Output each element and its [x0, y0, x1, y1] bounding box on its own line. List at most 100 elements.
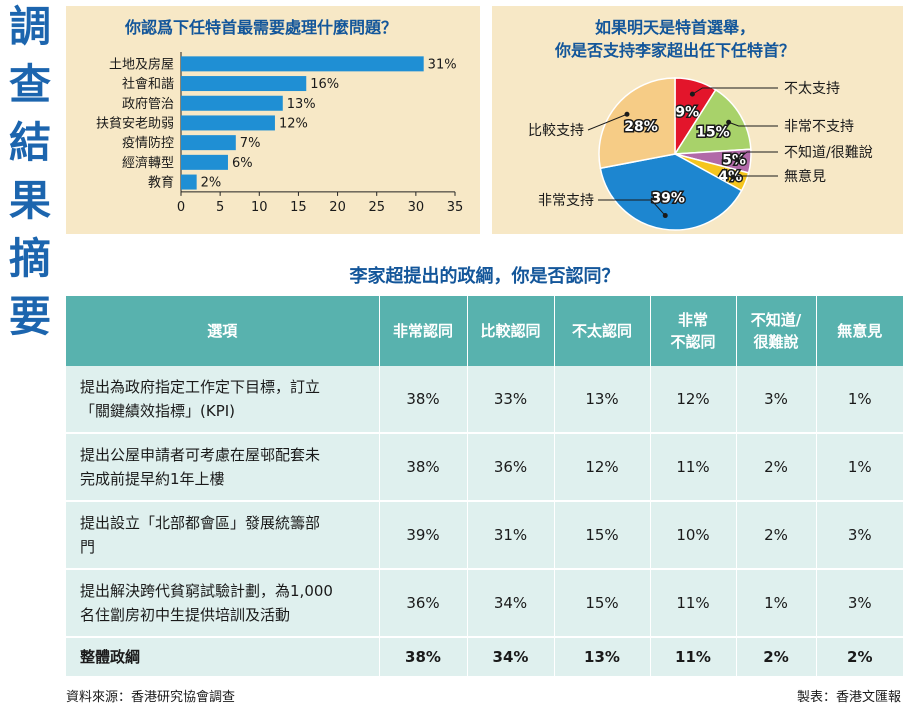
policy-item-cell: 提出為政府指定工作定下目標，訂立 「關鍵績效指標」(KPI) — [66, 366, 380, 434]
bar-category-label: 社會和諧 — [122, 76, 174, 92]
percent-cell: 10% — [650, 501, 737, 570]
pie-value-label: 39% — [651, 191, 685, 207]
bar-tick-label: 5 — [216, 200, 224, 215]
bar-tick-label: 10 — [251, 200, 268, 215]
bar — [181, 95, 283, 111]
percent-cell: 12% — [650, 366, 737, 434]
bar-chart-title: 你認爲下任特首最需要處理什麼問題？ — [124, 18, 397, 37]
bar-category-label: 政府管治 — [122, 97, 174, 112]
header-strongly-disagree-line: 不認同 — [670, 333, 716, 351]
percent-cell: 11% — [650, 433, 737, 502]
percent-cell: 3% — [736, 366, 817, 434]
total-percent-cell: 34% — [467, 637, 555, 676]
bar — [181, 174, 197, 190]
percent-cell: 38% — [379, 433, 468, 502]
percent-cell: 15% — [554, 501, 651, 570]
pie-slice — [673, 88, 752, 155]
header-dont-know-line: 很難說 — [753, 333, 799, 351]
bar-tick-label: 0 — [177, 200, 185, 215]
header-somewhat-agree: 比較認同 — [467, 296, 555, 366]
bar — [181, 76, 307, 92]
bar — [181, 135, 236, 151]
pie-chart-title-line-1: 如果明天是特首選舉， — [595, 18, 755, 37]
policy-item-line: 「關鍵績效指標」(KPI) — [80, 402, 236, 420]
percent-cell: 34% — [467, 569, 555, 638]
pie-value-label: 15% — [696, 125, 730, 141]
percent-cell: 12% — [554, 433, 651, 502]
source-note: 資料來源：香港研究協會調查 — [66, 690, 236, 705]
percent-cell: 2% — [736, 501, 817, 570]
pie-leader-line — [587, 113, 628, 131]
percent-cell: 1% — [816, 433, 903, 502]
percent-cell: 39% — [379, 501, 468, 570]
header-somewhat-disagree: 不太認同 — [554, 296, 651, 366]
pie-leader-dot — [624, 111, 630, 117]
percent-cell: 38% — [379, 366, 468, 434]
bar-value-label: 12% — [279, 116, 308, 131]
table-row: 提出解決跨代貧窮試驗計劃，為1,000 名住劏房初中生提供培訓及活動 36% 34% 1… — [66, 569, 903, 638]
side-title-char: 調 — [8, 2, 51, 51]
pie-category-label: 比較支持 — [528, 123, 584, 139]
bar-category-label: 扶貧安老助弱 — [96, 116, 174, 131]
pie-chart-panel: 如果明天是特首選舉， 你是否支持李家超出任下任特首？ 9% 不太支持 15% 非常不支… — [492, 6, 903, 234]
bar-tick-label: 35 — [447, 200, 464, 215]
table-title: 李家超提出的政綱，你是否認同？ — [349, 266, 620, 287]
table-row: 提出公屋申請者可考慮在屋邨配套未 完成前提早約1年上樓 38% 36% 12% 11% 2%… — [66, 433, 903, 502]
percent-cell: 2% — [736, 433, 817, 502]
total-percent-cell: 38% — [379, 637, 468, 676]
pie-value-label: 9% — [675, 105, 699, 121]
total-percent-cell: 2% — [816, 637, 903, 676]
policy-item-line: 名住劏房初中生提供培訓及活動 — [80, 606, 291, 624]
percent-cell: 31% — [467, 501, 555, 570]
bar-category-label: 疫情防控 — [122, 135, 174, 151]
bar-category-label: 土地及房屋 — [109, 56, 174, 72]
policy-item-line: 門 — [80, 538, 96, 556]
bar-value-label: 2% — [201, 176, 222, 191]
bar-value-label: 6% — [232, 156, 253, 171]
policy-item-line: 提出解決跨代貧窮試驗計劃，為1,000 — [80, 582, 333, 600]
percent-cell: 33% — [467, 366, 555, 434]
pie-chart-title-line-2: 你是否支持李家超出任下任特首？ — [554, 41, 795, 60]
pie-leader-line — [728, 121, 778, 127]
policy-item-cell: 提出公屋申請者可考慮在屋邨配套未 完成前提早約1年上樓 — [66, 433, 380, 502]
bar — [181, 154, 228, 170]
bar-category-label: 教育 — [148, 175, 174, 191]
percent-cell: 13% — [554, 366, 651, 434]
pie-category-label: 非常不支持 — [784, 119, 854, 135]
policy-item-cell: 提出解決跨代貧窮試驗計劃，為1,000 名住劏房初中生提供培訓及活動 — [66, 569, 380, 638]
side-title-char: 摘 — [8, 234, 51, 283]
policy-item-line: 完成前提早約1年上樓 — [80, 470, 225, 488]
total-label-cell: 整體政綱 — [66, 637, 380, 676]
policy-item-line: 提出設立「北部都會區」發展統籌部 — [80, 514, 321, 532]
header-no-opinion: 無意見 — [816, 296, 903, 366]
pie-slice — [598, 77, 676, 170]
pie-leader-line — [736, 151, 778, 161]
total-percent-cell: 11% — [650, 637, 737, 676]
policy-table: 選項 非常認同 比較認同 不太認同 非常 不認同 不知道/ 很難說 無意見 提出… — [66, 296, 903, 676]
header-dont-know: 不知道/ 很難說 — [736, 296, 817, 366]
side-title-char: 要 — [8, 292, 51, 341]
policy-item-line: 提出為政府指定工作定下目標，訂立 — [80, 378, 321, 396]
pie-leader-line — [692, 87, 778, 95]
pie-slice — [599, 153, 743, 231]
percent-cell: 3% — [816, 501, 903, 570]
header-strongly-agree: 非常認同 — [379, 296, 468, 366]
bar — [181, 56, 424, 72]
percent-cell: 11% — [650, 569, 737, 638]
header-strongly-disagree-line: 非常 — [677, 311, 708, 329]
bar-tick-label: 15 — [290, 200, 307, 215]
total-percent-cell: 2% — [736, 637, 817, 676]
header-strongly-disagree: 非常 不認同 — [650, 296, 737, 366]
percent-cell: 15% — [554, 569, 651, 638]
bar-value-label: 31% — [428, 57, 457, 72]
pie-chart: 如果明天是特首選舉， 你是否支持李家超出任下任特首？ 9% 不太支持 15% 非常不支… — [528, 18, 873, 231]
bar-tick-label: 25 — [368, 200, 385, 215]
pie-category-label: 不知道/很難說 — [784, 144, 873, 161]
policy-item-line: 提出公屋申請者可考慮在屋邨配套未 — [80, 446, 321, 464]
policy-item-cell: 提出設立「北部都會區」發展統籌部門 — [66, 501, 380, 570]
side-title-char: 果 — [8, 176, 51, 225]
pie-category-label: 不太支持 — [784, 81, 840, 97]
percent-cell: 1% — [816, 366, 903, 434]
table-header-row: 選項 非常認同 比較認同 不太認同 非常 不認同 不知道/ 很難說 無意見 — [66, 296, 903, 366]
side-title: 調 查 結 果 摘 要 — [6, 6, 54, 354]
